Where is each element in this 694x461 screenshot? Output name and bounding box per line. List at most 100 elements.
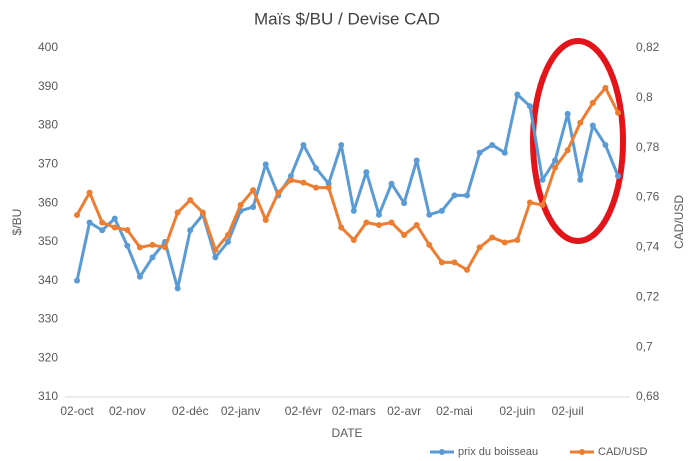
point — [74, 212, 80, 219]
point — [526, 199, 533, 206]
y2-tick-label: 0,68 — [636, 389, 660, 403]
point — [438, 259, 445, 266]
point — [489, 234, 496, 241]
y-tick-label: 350 — [38, 234, 58, 248]
point — [338, 141, 345, 148]
point — [124, 242, 131, 249]
point — [187, 197, 194, 204]
point — [124, 226, 131, 233]
point — [514, 236, 521, 243]
point — [275, 189, 282, 196]
point — [501, 149, 508, 156]
chart-title: Maïs $/BU / Devise CAD — [254, 9, 440, 28]
point — [86, 189, 93, 196]
y-tick-label: 340 — [38, 273, 58, 287]
y-tick-label: 320 — [38, 350, 58, 364]
point — [262, 217, 269, 224]
point — [363, 219, 370, 226]
y2-tick-label: 0,8 — [636, 90, 653, 104]
point — [338, 224, 345, 231]
point — [501, 239, 508, 246]
point — [401, 200, 408, 207]
x-tick-label: 02-janv — [221, 404, 260, 418]
point — [250, 203, 257, 210]
point — [187, 227, 194, 234]
point — [388, 219, 395, 226]
point — [86, 219, 93, 226]
y2-tick-label: 0,78 — [636, 140, 660, 154]
point — [287, 172, 294, 179]
x-axis-label: DATE — [331, 426, 362, 440]
point — [375, 221, 382, 228]
point — [199, 209, 206, 216]
point — [350, 236, 357, 243]
highlight-ellipse — [530, 38, 626, 244]
point — [250, 187, 257, 194]
point — [287, 177, 294, 184]
point — [564, 147, 571, 154]
y2-tick-label: 0,74 — [636, 240, 660, 254]
point — [401, 231, 408, 238]
point — [602, 141, 609, 148]
point — [451, 259, 458, 266]
point — [313, 184, 320, 191]
point — [363, 169, 370, 176]
y-axis-label: $/BU — [10, 209, 24, 236]
point — [464, 192, 471, 199]
y2-tick-label: 0,76 — [636, 190, 660, 204]
y-tick-label: 400 — [38, 40, 58, 54]
y2-axis-label: CAD/USD — [672, 195, 686, 249]
point — [464, 266, 471, 273]
point — [375, 211, 382, 218]
point — [174, 209, 181, 216]
series-line — [75, 86, 620, 272]
point — [413, 157, 420, 164]
x-tick-label: 02-févr — [285, 404, 322, 418]
point — [325, 184, 332, 191]
point — [426, 241, 433, 248]
point — [388, 180, 395, 187]
x-tick-label: 02-juin — [499, 404, 535, 418]
x-tick-label: 02-oct — [60, 404, 94, 418]
x-tick-label: 02-juil — [552, 404, 584, 418]
point — [111, 224, 118, 231]
point — [539, 176, 546, 183]
y2-tick-label: 0,7 — [636, 339, 653, 353]
point — [489, 141, 496, 148]
point — [577, 119, 584, 126]
legend-label: CAD/USD — [598, 446, 648, 458]
point — [162, 244, 169, 251]
point — [514, 91, 521, 98]
point — [224, 238, 231, 245]
point — [237, 202, 244, 209]
point — [451, 192, 458, 199]
point — [74, 277, 80, 284]
y-tick-label: 310 — [38, 389, 58, 403]
point — [262, 161, 269, 168]
point — [300, 141, 307, 148]
y-tick-label: 390 — [38, 79, 58, 93]
point — [99, 227, 106, 234]
point — [564, 110, 571, 117]
point — [602, 84, 609, 91]
y-tick-label: 380 — [38, 118, 58, 132]
point — [476, 149, 483, 156]
x-tick-label: 02-avr — [387, 404, 421, 418]
legend-label: prix du boisseau — [458, 446, 538, 458]
point — [615, 109, 621, 116]
point — [212, 246, 219, 253]
point — [589, 99, 596, 106]
x-tick-label: 02-nov — [109, 404, 146, 418]
point — [224, 231, 231, 238]
x-tick-label: 02-mai — [436, 404, 473, 418]
y-tick-label: 360 — [38, 195, 58, 209]
point — [313, 165, 320, 172]
legend-marker — [579, 449, 585, 455]
point — [426, 211, 433, 218]
point — [174, 285, 181, 292]
point — [136, 273, 143, 280]
point — [552, 157, 559, 164]
point — [438, 207, 445, 214]
point — [615, 172, 621, 179]
